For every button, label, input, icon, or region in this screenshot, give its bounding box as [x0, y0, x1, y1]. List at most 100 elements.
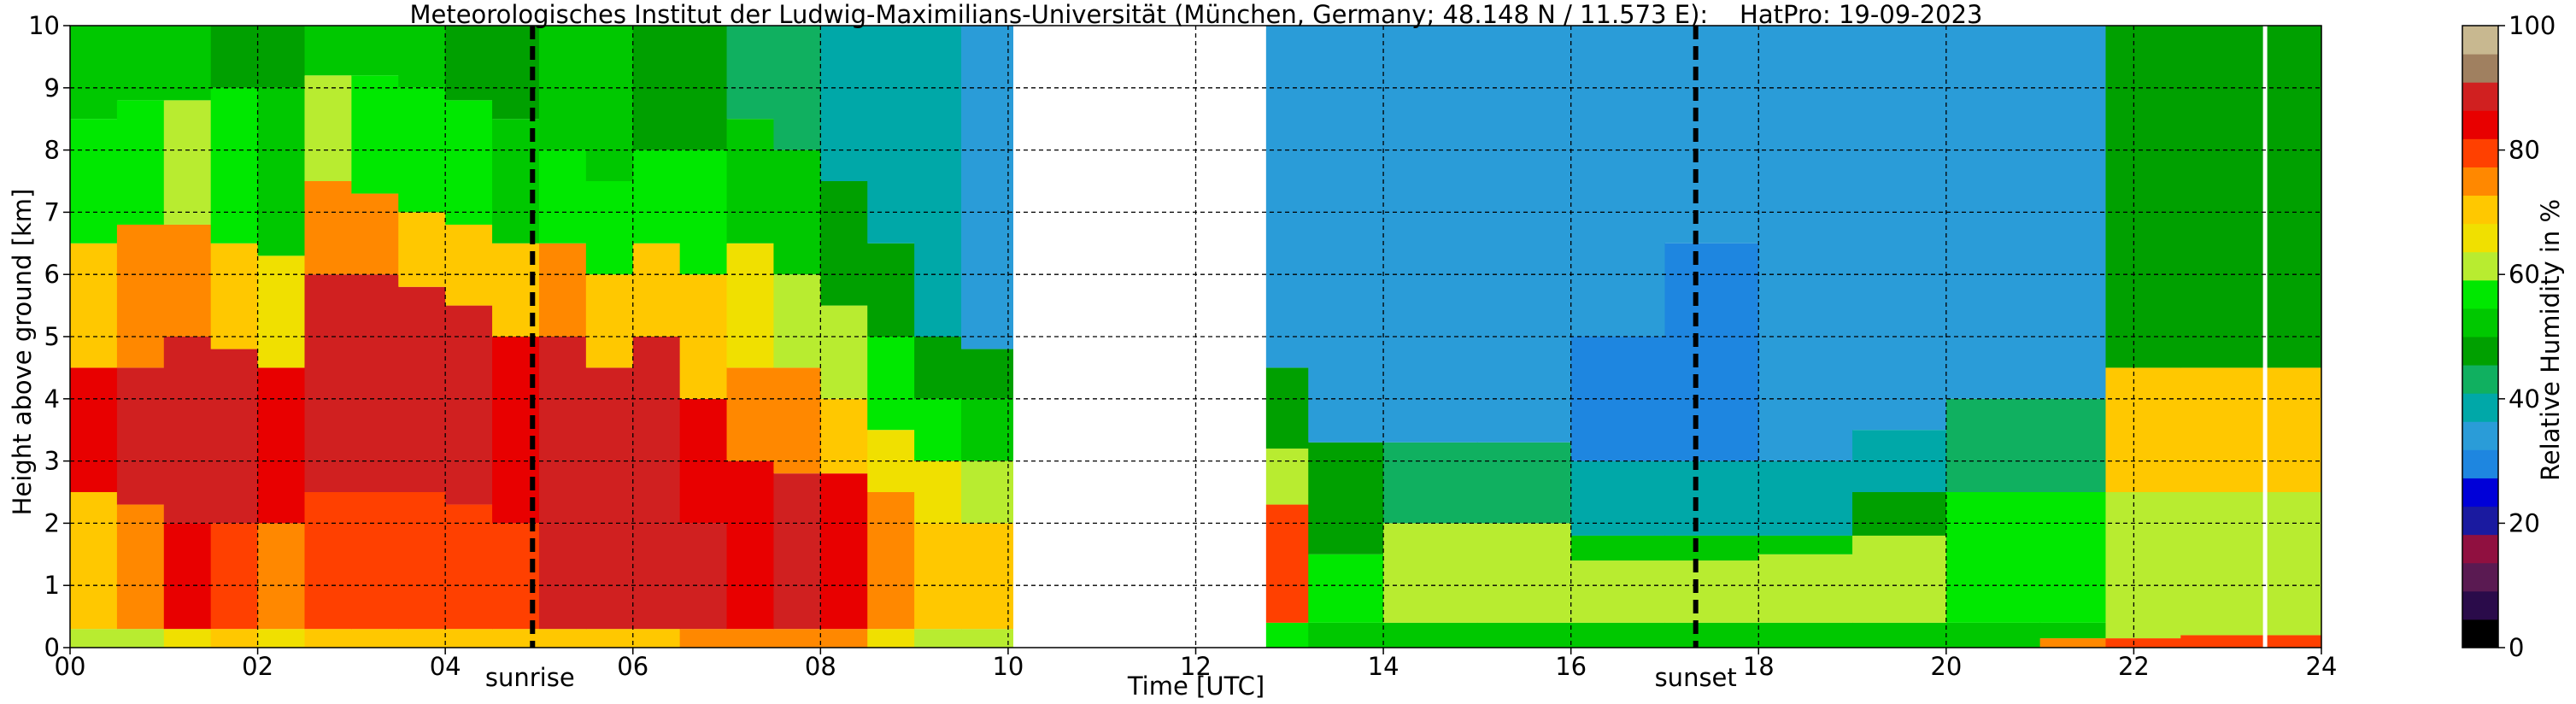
colorbar-label: Relative Humidity in %	[2536, 199, 2565, 481]
colorbar: 0 20 40 60 80 100	[2462, 11, 2555, 662]
heatmap-cell	[1265, 367, 1309, 449]
heatmap-cell	[2039, 622, 2107, 639]
heatmap-cell	[492, 337, 540, 524]
heatmap-cell	[304, 26, 352, 76]
heatmap-cell	[445, 305, 493, 505]
heatmap-cell	[820, 398, 868, 474]
colorbar-tick-label: 80	[2509, 136, 2540, 165]
heatmap-cell	[398, 26, 446, 88]
colorbar-tick-label: 0	[2509, 633, 2524, 662]
heatmap-cell	[70, 119, 118, 243]
heatmap-cell	[538, 243, 587, 337]
heatmap-cell	[726, 461, 775, 630]
heatmap-cell	[398, 629, 446, 648]
heatmap-cell	[1308, 622, 1384, 648]
heatmap-cell	[2180, 26, 2271, 368]
heatmap-cell	[726, 243, 775, 368]
heatmap-cell	[867, 337, 915, 431]
heatmap-cell	[1308, 554, 1384, 623]
x-tick-label: 16	[1555, 652, 1587, 681]
heatmap-cell	[1664, 243, 1759, 461]
heatmap-cell	[1758, 554, 1853, 623]
heatmap-cell	[1758, 26, 1853, 461]
heatmap-cell	[304, 629, 352, 648]
colorbar-swatch	[2462, 279, 2498, 309]
x-tick-label: 02	[242, 652, 273, 681]
heatmap-cell	[351, 26, 399, 76]
heatmap-cell	[1758, 461, 1853, 536]
heatmap-cell	[867, 629, 915, 648]
heatmap-cell	[632, 629, 681, 648]
heatmap-cell	[1265, 504, 1309, 623]
heatmap-cell	[2180, 492, 2271, 636]
heatmap-cell	[304, 274, 352, 492]
heatmap-cell	[1476, 523, 1572, 623]
y-tick-label: 8	[44, 136, 60, 165]
heatmap-cell	[445, 629, 493, 648]
colorbar-swatch	[2462, 449, 2498, 478]
colorbar-swatch	[2462, 82, 2498, 111]
chart-title: Meteorologisches Institut der Ludwig-Max…	[409, 0, 1982, 29]
colorbar-tick-label: 40	[2509, 384, 2540, 414]
heatmap-cell	[1476, 622, 1572, 648]
heatmap-cell	[1852, 535, 1947, 623]
heatmap-cell	[1570, 461, 1666, 536]
heatmap-cell	[210, 243, 259, 349]
colorbar-swatch	[2462, 421, 2498, 450]
heatmap-cell	[867, 243, 915, 337]
colorbar-frame	[2462, 25, 2499, 648]
colorbar-swatch	[2462, 562, 2498, 592]
heatmap-cell	[538, 629, 587, 648]
heatmap-cell	[1265, 449, 1309, 505]
heatmap-cell	[163, 337, 212, 524]
heatmap-cell	[2269, 26, 2322, 368]
heatmap-cell	[914, 461, 962, 524]
heatmap-cell	[867, 26, 915, 243]
heatmap-cell	[2269, 367, 2322, 492]
colorbar-tick-label: 20	[2509, 508, 2540, 537]
y-tick-label: 10	[28, 11, 60, 40]
heatmap-cell	[163, 629, 212, 648]
colorbar-swatch	[2462, 337, 2498, 366]
heatmap-cell	[351, 492, 399, 630]
y-tick-label: 2	[44, 508, 60, 537]
heatmap-cell	[773, 629, 821, 648]
heatmap-cell	[1852, 26, 1947, 431]
colorbar-tick-label: 100	[2509, 11, 2555, 40]
heatmap-cell	[1383, 622, 1478, 648]
y-tick-label: 3	[44, 447, 60, 476]
heatmap-cell	[2039, 398, 2107, 492]
y-tick-label: 9	[44, 73, 60, 103]
y-axis: 0 1 2 3 4 5 6 7 8 9 10	[28, 11, 70, 662]
heatmap-cell	[1383, 523, 1478, 623]
heatmap-cell	[445, 224, 493, 306]
heatmap-cell	[726, 119, 775, 243]
heatmap-cell	[257, 629, 306, 648]
heatmap-cell	[398, 492, 446, 630]
heatmap-cell	[116, 367, 165, 505]
heatmap-cell	[773, 473, 821, 630]
x-tick-label: 08	[805, 652, 836, 681]
heatmap-cell	[726, 26, 775, 120]
x-tick-label: 04	[430, 652, 461, 681]
heatmap-cell	[1664, 461, 1759, 536]
x-axis: 00 02 04 06 08 10 12 14 16 18 20 22 24	[55, 648, 2337, 681]
heatmap-cell	[304, 75, 352, 181]
heatmap-cell	[1383, 26, 1478, 443]
heatmap-cell	[163, 26, 212, 101]
heatmap-cell	[726, 629, 775, 648]
heatmap-cell	[116, 224, 165, 368]
heatmap-cell	[961, 461, 1014, 524]
heatmap-cell	[1476, 442, 1572, 524]
heatmap-cell	[679, 523, 728, 630]
heatmap-cell	[773, 367, 821, 474]
heatmap-cell	[1852, 622, 1947, 648]
y-tick-label: 5	[44, 322, 60, 351]
heatmap-cell	[2269, 635, 2322, 648]
y-tick-label: 4	[44, 384, 60, 414]
heatmap-cell	[867, 492, 915, 630]
x-tick-label: 18	[1743, 652, 1775, 681]
heatmap-cell	[1852, 492, 1947, 536]
y-tick-label: 7	[44, 197, 60, 226]
